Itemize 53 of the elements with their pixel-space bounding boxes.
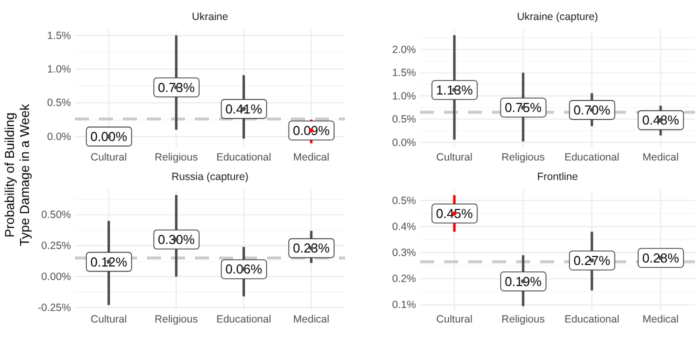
x-tick-label: Cultural — [90, 313, 127, 326]
y-tick-label: 0.0% — [47, 130, 71, 143]
y-tick-label: 1.5% — [47, 30, 71, 42]
y-tick-label: 0.1% — [392, 299, 416, 312]
y-tick-label: 0.25% — [41, 240, 71, 252]
data-label: 1.13% — [436, 82, 474, 98]
data-label: 0.23% — [292, 240, 330, 256]
y-tick-label: 1.0% — [47, 63, 71, 76]
x-tick-label: Educational — [564, 313, 620, 326]
x-tick-label: Medical — [642, 151, 679, 164]
data-label: 0.41% — [225, 101, 263, 116]
chart-title: Frontline — [537, 171, 578, 183]
y-tick-label: 0.3% — [392, 246, 416, 259]
y-tick-label: 0.50% — [41, 209, 71, 222]
data-label: 0.70% — [573, 102, 611, 118]
x-tick-label: Medical — [293, 313, 330, 326]
x-tick-label: Religious — [502, 313, 545, 326]
data-label: 0.73% — [158, 80, 196, 95]
y-tick-label: 1.0% — [392, 90, 416, 102]
x-tick-label: Educational — [564, 151, 620, 164]
x-tick-label: Medical — [642, 313, 679, 326]
data-label: 0.09% — [292, 123, 330, 138]
x-tick-label: Cultural — [436, 313, 472, 326]
y-tick-label: -0.25% — [38, 302, 71, 314]
data-label: 0.27% — [573, 252, 611, 268]
chart-title: Ukraine (capture) — [516, 11, 598, 23]
data-label: 0.48% — [642, 112, 680, 128]
y-tick-label: 0.2% — [392, 273, 416, 286]
chart-title: Russia (capture) — [171, 171, 249, 183]
data-label: 0.12% — [90, 254, 128, 270]
data-label: 0.28% — [642, 250, 680, 266]
x-tick-label: Educational — [216, 313, 272, 326]
y-tick-label: 0.0% — [392, 136, 416, 149]
y-tick-label: 1.5% — [392, 67, 416, 80]
data-label: 0.45% — [436, 206, 474, 222]
data-label: 0.75% — [504, 100, 542, 116]
x-tick-label: Educational — [216, 151, 272, 164]
x-tick-label: Cultural — [436, 151, 472, 164]
y-tick-label: 0.4% — [392, 220, 416, 233]
x-tick-label: Medical — [293, 151, 330, 164]
y-tick-label: 0.5% — [392, 194, 416, 207]
y-tick-label: 0.00% — [41, 270, 71, 283]
data-label: 0.30% — [158, 232, 196, 248]
y-tick-label: 2.0% — [392, 44, 416, 56]
x-tick-label: Religious — [502, 151, 545, 164]
x-tick-label: Cultural — [90, 151, 127, 164]
chart-title: Ukraine — [192, 11, 228, 23]
y-tick-label: 0.5% — [47, 97, 71, 110]
y-tick-label: 0.5% — [392, 114, 416, 126]
x-tick-label: Religious — [154, 151, 198, 164]
x-tick-label: Religious — [154, 313, 198, 326]
data-label: 0.19% — [504, 274, 542, 289]
y-axis-title: Probability of Building Type Damage in a Week — [2, 103, 32, 246]
